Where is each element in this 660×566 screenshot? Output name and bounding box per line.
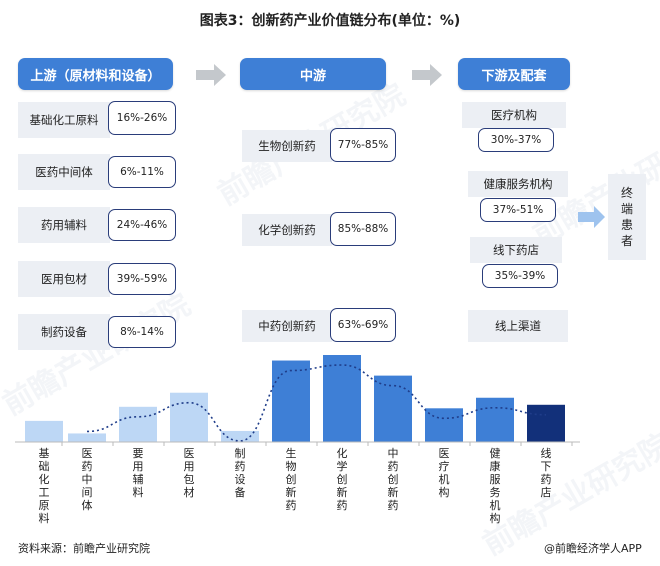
downstream-range: 35%-39%: [482, 264, 558, 288]
midstream-range: 85%-88%: [330, 212, 396, 246]
arrow-right-icon: [412, 64, 442, 86]
bar-2: [68, 433, 106, 442]
midstream-label: 生物创新药: [242, 130, 332, 162]
x-tick-label: 医药中间体: [81, 447, 93, 512]
chart-title: 图表3：创新药产业价值链分布(单位：%): [199, 13, 461, 29]
downstream-label: 线上渠道: [468, 310, 568, 342]
x-tick-label: 要用辅料: [132, 447, 144, 499]
upstream-range: 24%-46%: [108, 209, 176, 241]
downstream-range: 37%-51%: [480, 198, 556, 222]
midstream-range: 77%-85%: [330, 128, 396, 162]
upstream-range: 8%-14%: [108, 316, 176, 348]
bar-6: [272, 360, 310, 442]
midstream-label: 中药创新药: [242, 310, 332, 342]
bar-3: [119, 406, 157, 442]
x-tick-label: 健康服务机构: [489, 447, 501, 525]
x-tick-label: 制药设备: [234, 447, 246, 499]
upstream-range: 16%-26%: [108, 101, 176, 135]
bar-8: [374, 375, 412, 442]
source-note: 资料来源：前瞻产业研究院: [18, 542, 150, 555]
midstream-range: 63%-69%: [330, 308, 396, 342]
x-tick-label: 医疗机构: [438, 447, 450, 499]
downstream-header: 下游及配套: [458, 58, 570, 90]
midstream-label: 化学创新药: [242, 214, 332, 246]
upstream-range: 6%-11%: [108, 156, 176, 188]
downstream-range: 30%-37%: [478, 128, 554, 152]
bar-5: [221, 430, 259, 442]
downstream-label: 医疗机构: [462, 102, 566, 128]
x-tick-label: 基础化工原料: [38, 447, 50, 525]
upstream-label: 药用辅料: [18, 207, 110, 243]
x-tick-label: 医用包材: [183, 447, 195, 499]
bar-1: [25, 420, 63, 442]
x-tick-label: 化学创新药: [336, 447, 348, 512]
bar-10: [476, 397, 514, 442]
bar-9: [425, 408, 463, 442]
x-tick-label: 中药创新药: [387, 447, 399, 512]
arrow-right-icon: [578, 206, 605, 228]
bar-4: [170, 392, 208, 442]
midstream-header: 中游: [240, 58, 386, 90]
upstream-header: 上游（原材料和设备）: [18, 58, 173, 90]
upstream-label: 制药设备: [18, 314, 110, 350]
upstream-range: 39%-59%: [108, 263, 176, 295]
bar-7: [323, 355, 361, 442]
x-tick-label: 线下药店: [540, 447, 552, 499]
x-tick-label: 生物创新药: [285, 447, 297, 512]
downstream-label: 线下药店: [470, 237, 562, 263]
brand-label: @前瞻经济学人APP: [544, 542, 642, 555]
arrow-right-icon: [196, 64, 226, 86]
end-user-label: 终端患者: [620, 186, 633, 248]
end-user-box: 终端患者: [608, 174, 646, 260]
downstream-label: 健康服务机构: [468, 171, 568, 197]
upstream-label: 医药中间体: [18, 154, 110, 190]
bar-11: [527, 404, 565, 442]
upstream-label: 医用包材: [18, 261, 110, 297]
upstream-label: 基础化工原料: [18, 102, 110, 138]
